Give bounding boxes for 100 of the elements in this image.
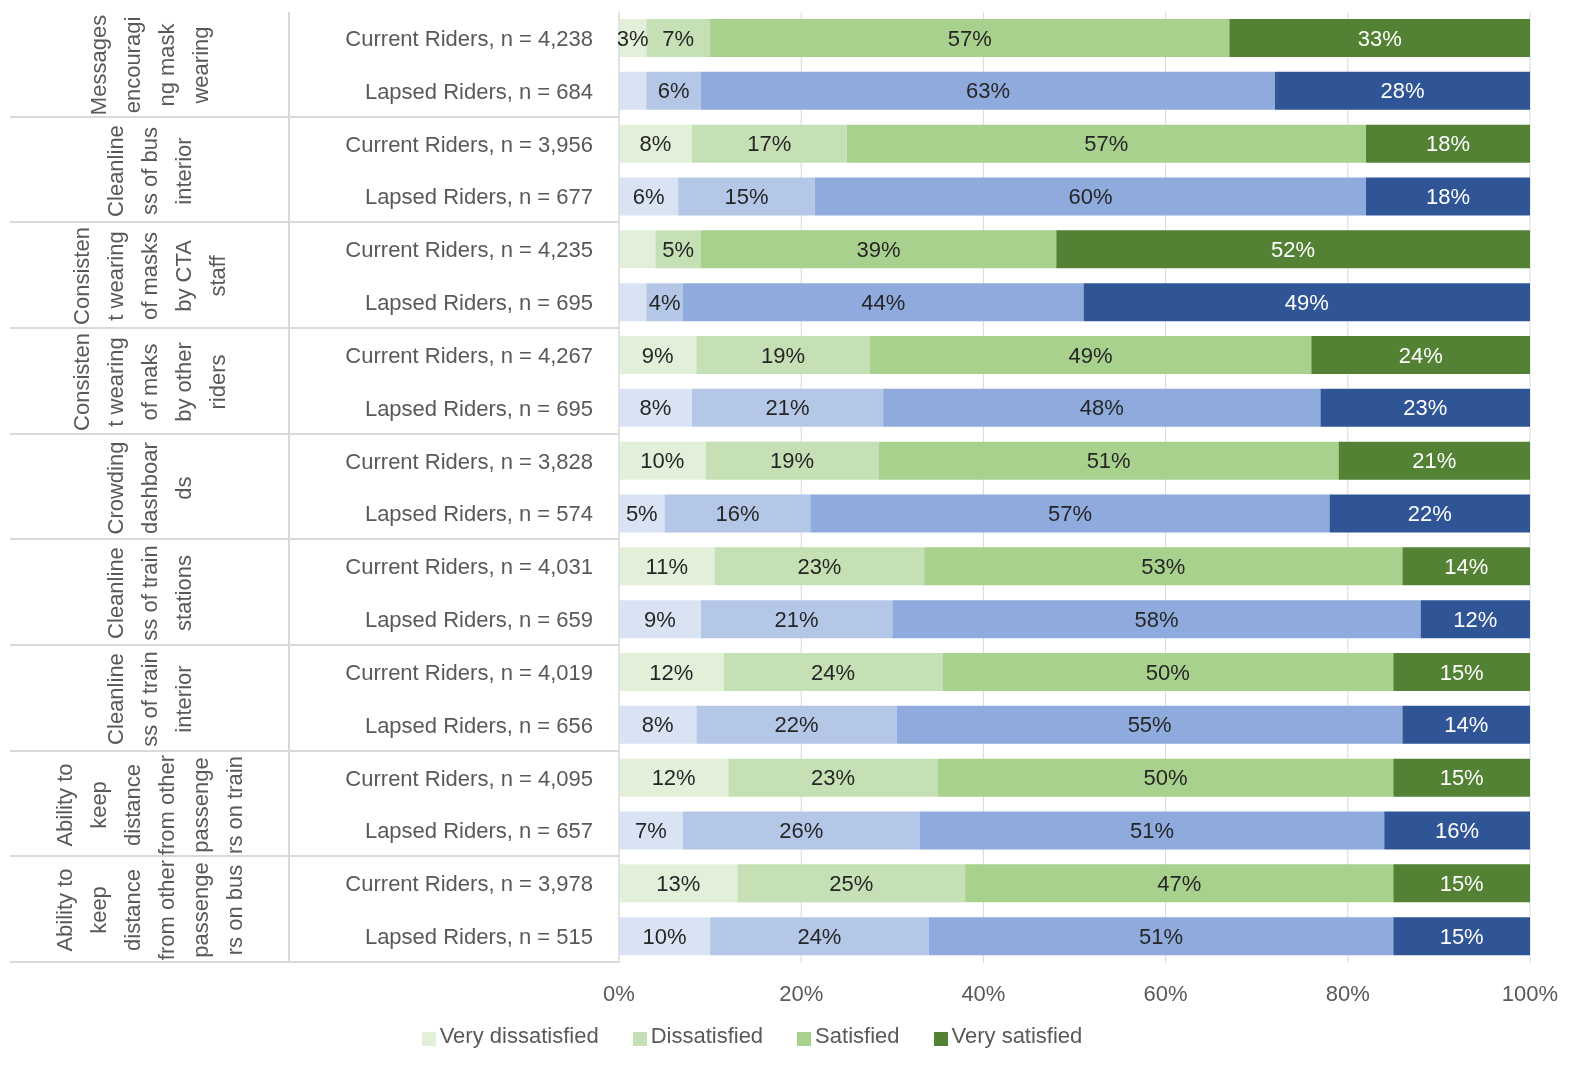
data-label: 25%	[829, 870, 874, 896]
data-label: 33%	[1357, 25, 1402, 51]
bar	[896, 705, 1403, 744]
bar	[892, 600, 1421, 639]
bar	[682, 283, 1084, 322]
text: Ability to keep distance from other passengers on train	[51, 753, 248, 856]
bar	[723, 653, 943, 691]
bar	[1393, 917, 1530, 956]
data-label: 7%	[634, 818, 667, 843]
data-label: 23%	[1403, 395, 1448, 421]
data-label: 7%	[662, 25, 695, 51]
bar	[705, 441, 879, 480]
bar	[691, 124, 847, 163]
data-label: 55%	[1127, 712, 1172, 738]
data-label: 57%	[1084, 131, 1129, 157]
text: Ability to keep distance from other passengers on bus	[51, 859, 248, 961]
bar	[942, 653, 1394, 691]
bar	[1229, 19, 1530, 57]
data-label: 47%	[1157, 870, 1202, 896]
bar	[710, 19, 1230, 57]
data-label: 58%	[1134, 606, 1179, 632]
data-label: 51%	[1139, 923, 1184, 949]
y-tick-label: Current Riders, n = 4,031	[345, 554, 593, 580]
bar	[664, 494, 811, 533]
text: Cleanliness of bus interior	[102, 123, 197, 219]
data-label: 21%	[1412, 448, 1457, 474]
data-label: 5%	[625, 501, 658, 526]
bar	[700, 71, 1275, 110]
data-label: 50%	[1145, 659, 1190, 685]
bar	[1056, 230, 1530, 269]
data-label: 51%	[1086, 448, 1131, 474]
y-tick-label: Lapsed Riders, n = 684	[364, 78, 593, 104]
data-label: 52%	[1271, 236, 1316, 262]
bar	[878, 441, 1339, 480]
bar	[678, 177, 815, 216]
bar	[737, 864, 966, 903]
data-label: 44%	[861, 289, 906, 315]
y-tick-label: Current Riders, n = 4,095	[345, 765, 593, 791]
text: Cleanliness of train stations	[102, 544, 197, 643]
bar	[619, 230, 656, 269]
bar	[700, 230, 1057, 269]
data-label: 14%	[1444, 712, 1489, 738]
data-label: 57%	[1047, 501, 1092, 526]
data-label: 23%	[811, 765, 856, 791]
data-label: 26%	[779, 818, 824, 843]
x-tick-label: 100%	[1501, 980, 1559, 1006]
data-label: 14%	[1444, 553, 1489, 579]
bar	[728, 758, 938, 797]
bar	[619, 283, 647, 322]
bar	[714, 547, 925, 586]
bar	[883, 388, 1321, 427]
data-label: 51%	[1129, 818, 1174, 843]
data-label: 50%	[1143, 765, 1188, 791]
legend-label: Dissatisfied	[650, 1023, 764, 1048]
bar	[619, 71, 647, 110]
bar	[1083, 283, 1530, 322]
data-label: 49%	[1068, 342, 1113, 368]
bar	[924, 547, 1403, 586]
data-label: 6%	[657, 78, 690, 104]
bar	[1384, 811, 1530, 850]
bar	[1393, 864, 1530, 903]
data-label: 9%	[641, 342, 674, 368]
data-label: 48%	[1079, 395, 1124, 421]
bar	[682, 811, 920, 850]
y-tick-label: Current Riders, n = 4,267	[345, 342, 593, 368]
data-label: 22%	[774, 712, 819, 738]
bar	[696, 705, 897, 744]
y-tick-label: Lapsed Riders, n = 657	[364, 818, 593, 844]
data-label: 24%	[1398, 342, 1443, 368]
y-tick-label: Current Riders, n = 3,956	[345, 131, 593, 157]
text: Consistent wearing of maks by other riders	[68, 331, 231, 433]
data-label: 12%	[649, 659, 694, 685]
bar	[619, 917, 711, 956]
data-label: 19%	[760, 342, 805, 368]
data-label: 16%	[715, 501, 760, 526]
y-tick-label: Current Riders, n = 4,238	[345, 25, 593, 51]
data-label: 10%	[642, 923, 687, 949]
data-label: 4%	[648, 289, 681, 315]
y-tick-label: Lapsed Riders, n = 695	[364, 395, 593, 421]
text: Messages encouraging mask wearing	[85, 14, 214, 116]
data-label: 13%	[656, 870, 701, 896]
data-label: 8%	[641, 712, 674, 738]
legend-label: Satisfied	[815, 1023, 900, 1048]
bar	[869, 336, 1312, 374]
bar	[1366, 124, 1530, 163]
data-label: 9%	[644, 606, 676, 632]
data-label: 21%	[774, 606, 819, 632]
bar	[965, 864, 1394, 903]
y-tick-label: Lapsed Riders, n = 677	[364, 184, 593, 210]
data-label: 15%	[1439, 923, 1484, 949]
bar	[619, 653, 724, 691]
data-label: 8%	[639, 131, 672, 157]
bar	[1402, 705, 1530, 744]
data-label: 5%	[662, 236, 695, 262]
y-tick-label: Current Riders, n = 3,828	[345, 448, 593, 474]
bar	[1338, 441, 1530, 480]
data-label: 63%	[965, 78, 1010, 104]
bar	[937, 758, 1394, 797]
y-tick-label: Current Riders, n = 3,978	[345, 871, 593, 897]
bar	[696, 336, 870, 374]
